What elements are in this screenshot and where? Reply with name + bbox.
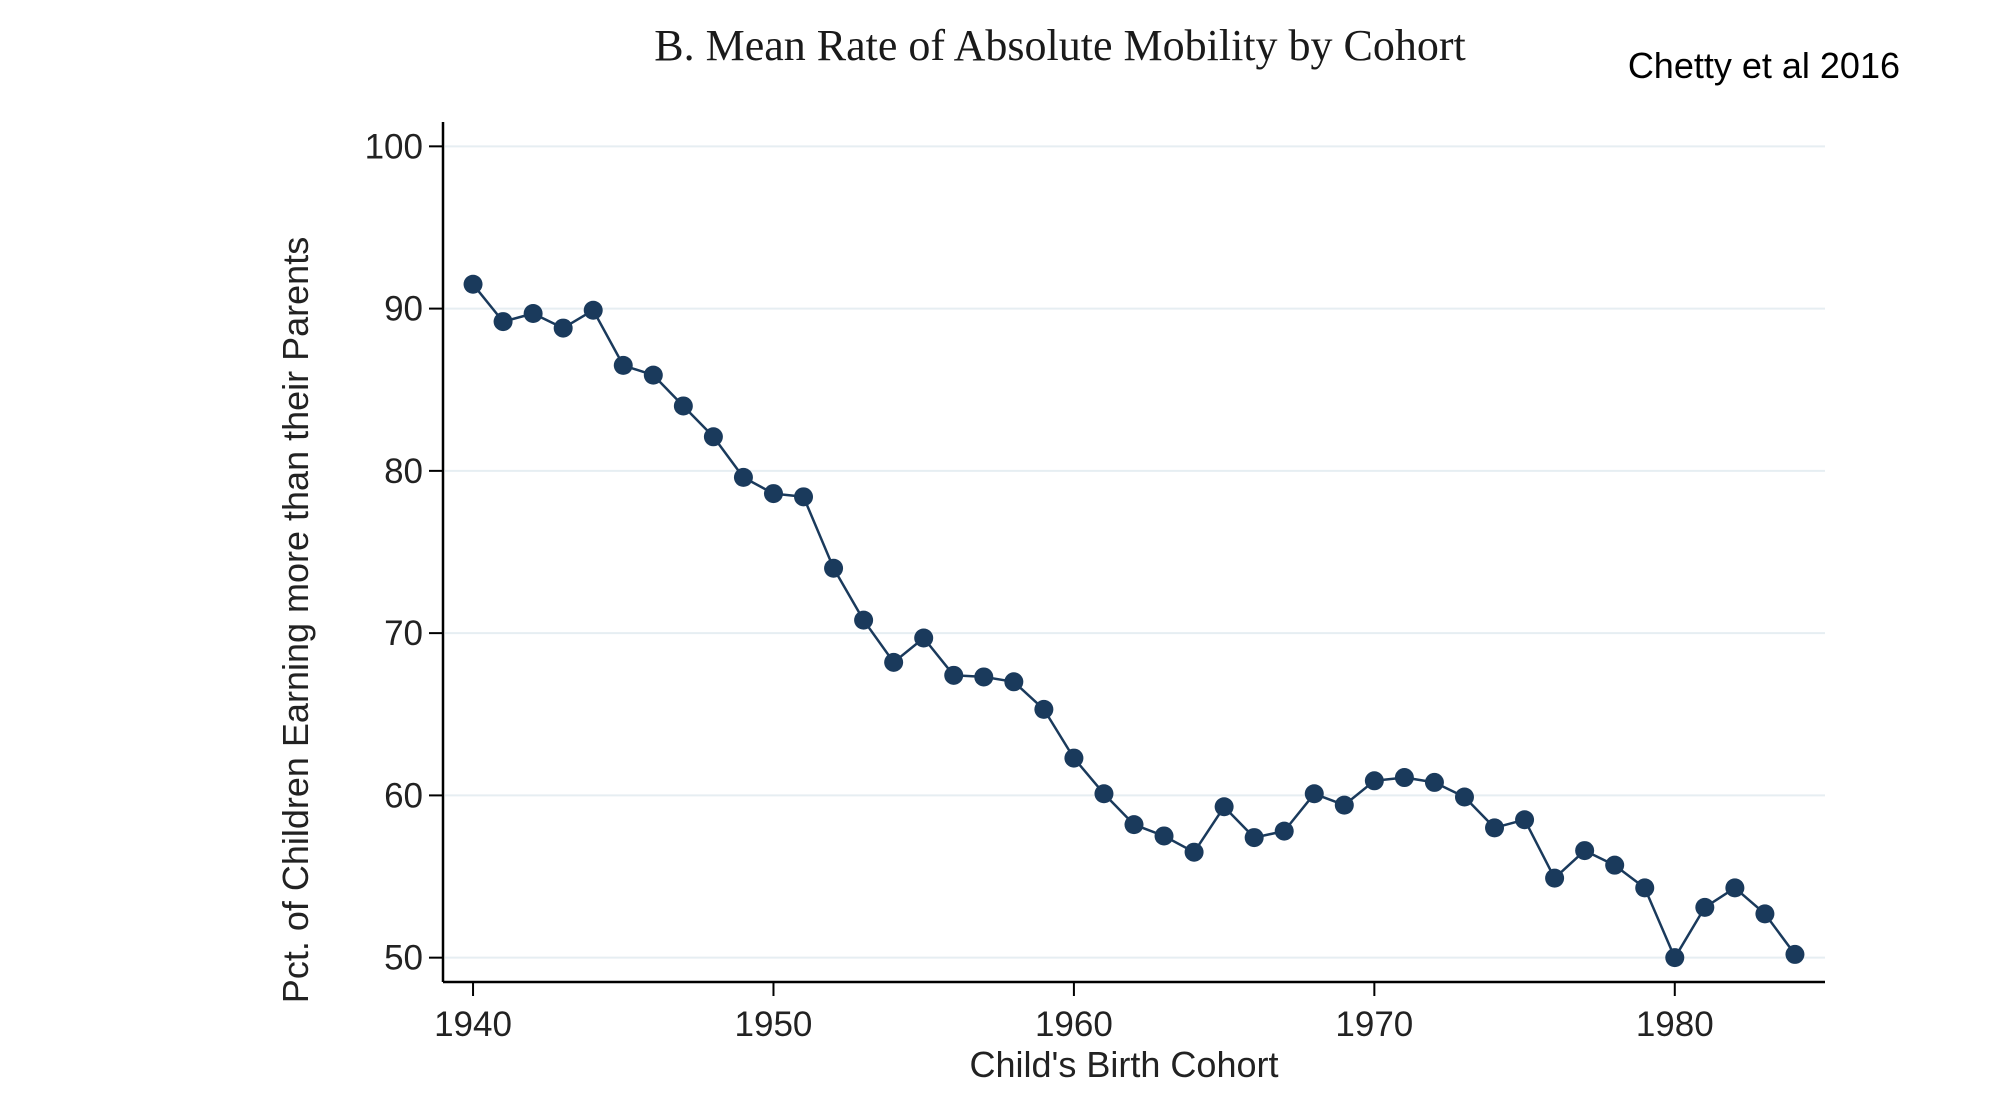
data-point-1952 xyxy=(824,558,844,578)
data-point-1943 xyxy=(553,318,573,338)
data-point-1962 xyxy=(1124,815,1144,835)
data-point-1979 xyxy=(1635,878,1655,898)
data-point-1947 xyxy=(673,396,693,416)
data-point-1949 xyxy=(733,467,753,487)
x-tick-label-1960: 1960 xyxy=(1035,1005,1113,1044)
data-point-1967 xyxy=(1274,821,1294,841)
data-point-1945 xyxy=(613,355,633,375)
data-point-1959 xyxy=(1034,699,1054,719)
data-point-1946 xyxy=(643,365,663,385)
data-point-1980 xyxy=(1665,948,1685,968)
data-point-1978 xyxy=(1605,855,1625,875)
data-point-1970 xyxy=(1364,771,1384,791)
x-tick-label-1940: 1940 xyxy=(434,1005,512,1044)
data-point-1971 xyxy=(1394,768,1414,788)
data-point-1956 xyxy=(944,665,964,685)
y-tick-label-100: 100 xyxy=(365,127,423,166)
data-point-1951 xyxy=(794,487,814,507)
data-point-1961 xyxy=(1094,784,1114,804)
y-tick-label-60: 60 xyxy=(384,776,423,815)
y-tick-label-80: 80 xyxy=(384,452,423,491)
chart-title: B. Mean Rate of Absolute Mobility by Coh… xyxy=(654,21,1466,70)
data-point-1965 xyxy=(1214,797,1234,817)
data-point-1969 xyxy=(1334,795,1354,815)
data-point-1942 xyxy=(523,303,543,323)
data-point-1976 xyxy=(1545,868,1565,888)
data-point-1955 xyxy=(914,628,934,648)
data-point-1968 xyxy=(1304,784,1324,804)
data-point-1973 xyxy=(1454,787,1474,807)
data-point-1972 xyxy=(1424,772,1444,792)
data-point-1953 xyxy=(854,610,874,630)
data-point-1982 xyxy=(1725,878,1745,898)
data-point-1948 xyxy=(703,427,723,447)
gridlines xyxy=(445,145,1825,959)
data-point-1941 xyxy=(493,312,513,332)
x-tick-label-1980: 1980 xyxy=(1636,1005,1714,1044)
x-tick-label-1950: 1950 xyxy=(735,1005,813,1044)
series-mean-mobility xyxy=(463,274,1805,968)
y-tick-label-50: 50 xyxy=(384,939,423,978)
attribution-text: Chetty et al 2016 xyxy=(1628,45,1900,86)
data-point-1950 xyxy=(763,484,783,504)
data-point-1958 xyxy=(1004,672,1024,692)
x-axis-label: Child's Birth Cohort xyxy=(970,1044,1279,1085)
axes xyxy=(441,122,1825,984)
data-point-1944 xyxy=(583,300,603,320)
data-point-1963 xyxy=(1154,826,1174,846)
series-line xyxy=(472,283,1797,959)
y-axis-label: Pct. of Children Earning more than their… xyxy=(275,237,316,1003)
data-point-1960 xyxy=(1064,748,1084,768)
data-point-1981 xyxy=(1695,897,1715,917)
x-tick-label-1970: 1970 xyxy=(1335,1005,1413,1044)
data-point-1975 xyxy=(1515,810,1535,830)
y-tick-label-90: 90 xyxy=(384,290,423,329)
data-point-1966 xyxy=(1244,828,1264,848)
data-point-1977 xyxy=(1575,841,1595,861)
data-point-1957 xyxy=(974,667,994,687)
data-point-1984 xyxy=(1785,944,1805,964)
data-point-1964 xyxy=(1184,842,1204,862)
y-axis-ticks: 50 60 70 80 90 100 xyxy=(365,127,443,978)
data-point-1954 xyxy=(884,652,904,672)
data-point-1974 xyxy=(1485,818,1505,838)
data-point-1983 xyxy=(1755,904,1775,924)
x-axis-ticks: 1940 1950 1960 1970 1980 xyxy=(434,982,1714,1044)
data-point-1940 xyxy=(463,274,483,294)
y-tick-label-70: 70 xyxy=(384,614,423,653)
